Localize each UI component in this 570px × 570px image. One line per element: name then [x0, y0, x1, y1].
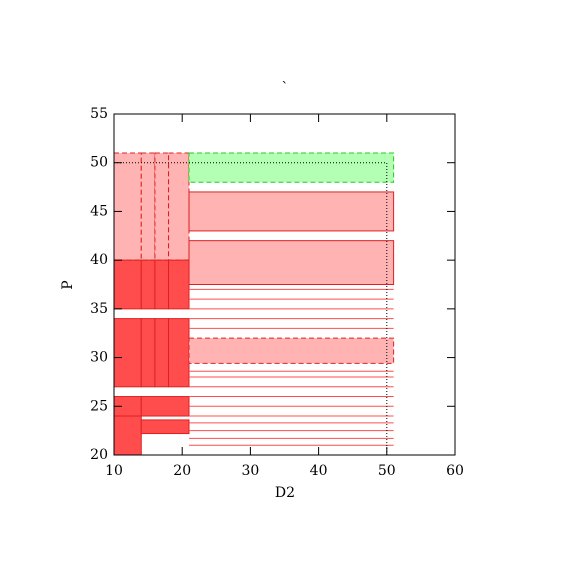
cell	[113, 259, 142, 310]
y-tick-label: 50	[90, 155, 108, 171]
cell	[140, 152, 156, 261]
y-tick-label: 25	[90, 398, 108, 414]
y-axis-label: P	[60, 280, 76, 289]
x-tick-label: 20	[173, 463, 191, 479]
cell	[188, 191, 395, 232]
x-tick-label: 60	[446, 463, 464, 479]
x-tick-label: 30	[241, 463, 259, 479]
y-tick-label: 45	[90, 203, 108, 219]
cell	[188, 337, 395, 364]
cell	[188, 240, 395, 286]
cell	[113, 152, 142, 261]
y-tick-label: 40	[90, 252, 108, 268]
plot-frame	[113, 113, 456, 456]
cell	[140, 318, 156, 388]
x-tick-label: 40	[310, 463, 328, 479]
cell	[140, 259, 156, 310]
y-tick-label: 35	[90, 301, 108, 317]
cell	[113, 318, 142, 388]
y-tick-label: 55	[90, 106, 108, 122]
x-tick-label: 50	[378, 463, 396, 479]
cell	[140, 396, 190, 417]
cell	[168, 318, 190, 388]
cell	[168, 152, 190, 261]
cell	[154, 259, 170, 310]
cell	[113, 415, 142, 456]
cell	[168, 259, 190, 310]
cell	[154, 152, 170, 261]
x-axis-label: D2	[275, 485, 295, 501]
y-tick-label: 20	[90, 447, 108, 463]
x-tick-label: 10	[105, 463, 123, 479]
cell	[140, 419, 190, 435]
cell	[188, 152, 395, 183]
cell	[154, 318, 170, 388]
chart-title: `	[282, 80, 289, 96]
y-tick-label: 30	[90, 350, 108, 366]
